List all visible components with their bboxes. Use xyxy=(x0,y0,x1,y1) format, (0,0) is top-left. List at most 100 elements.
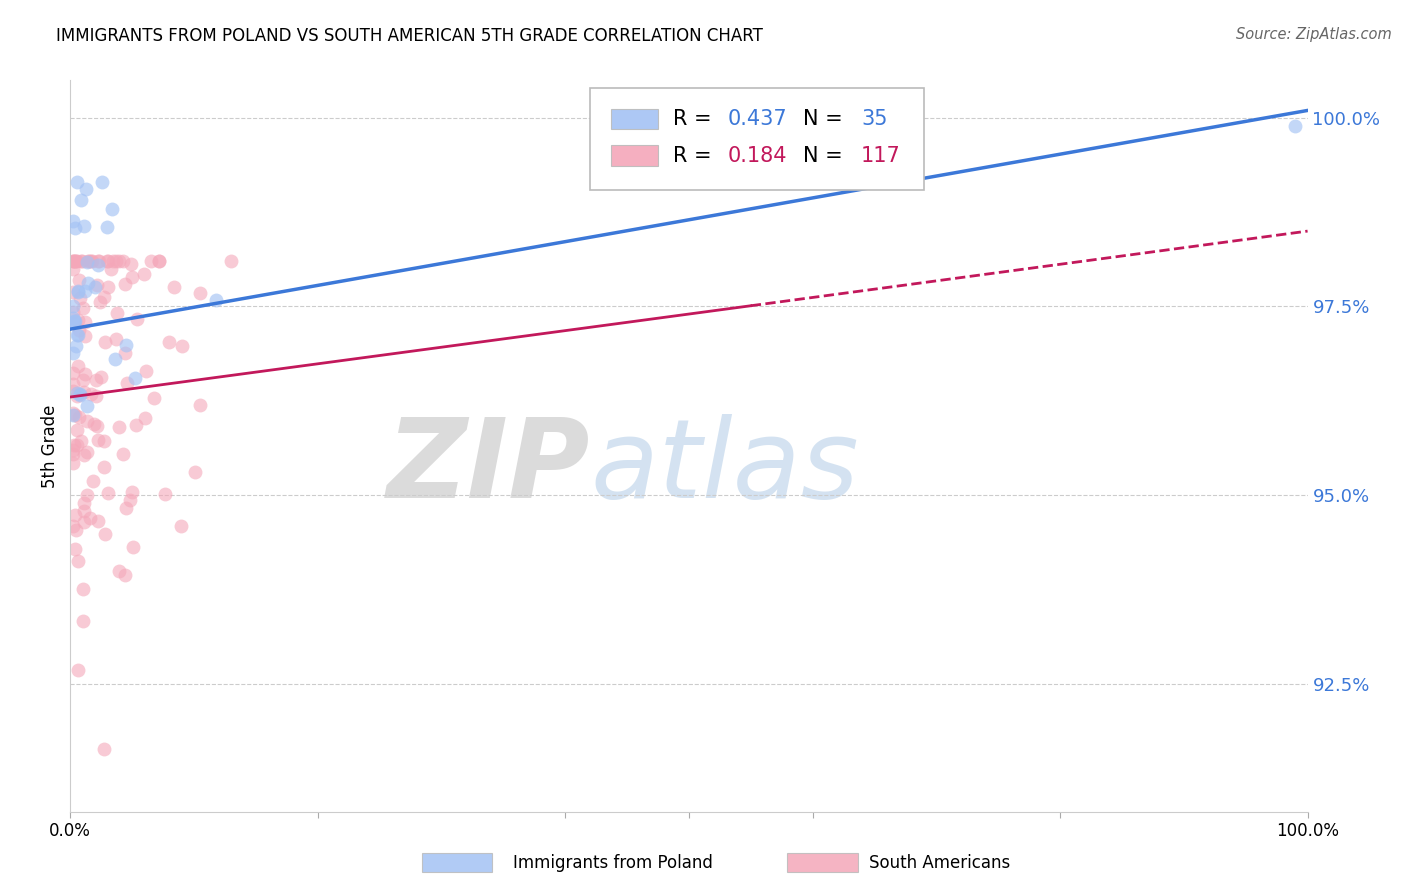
Point xyxy=(63,408,86,422)
Text: atlas: atlas xyxy=(591,415,859,522)
Point xyxy=(63,508,86,523)
Point xyxy=(134,411,156,425)
Point xyxy=(62,437,84,451)
Point xyxy=(83,280,105,294)
Point xyxy=(96,254,118,268)
Point xyxy=(157,334,180,349)
FancyBboxPatch shape xyxy=(591,87,924,190)
Point xyxy=(62,443,84,458)
Point xyxy=(107,254,129,268)
Point xyxy=(135,364,157,378)
Point xyxy=(121,270,143,285)
Point xyxy=(62,456,84,470)
Point xyxy=(90,369,112,384)
Point xyxy=(63,254,86,268)
Point xyxy=(100,261,122,276)
Point xyxy=(73,495,96,509)
Point xyxy=(120,493,142,508)
Point xyxy=(67,410,90,425)
Point xyxy=(65,339,87,353)
Point xyxy=(170,339,193,353)
Point xyxy=(77,254,100,268)
Point xyxy=(76,254,98,268)
Point xyxy=(62,519,84,533)
Point xyxy=(122,540,145,554)
Point xyxy=(72,373,94,387)
Point xyxy=(114,567,136,582)
Point xyxy=(148,254,170,268)
Point xyxy=(93,459,115,474)
Point xyxy=(73,448,96,462)
Point xyxy=(112,254,135,268)
Point xyxy=(62,384,84,398)
Point xyxy=(87,258,110,272)
Text: N =: N = xyxy=(803,145,849,166)
Point xyxy=(67,273,90,287)
FancyBboxPatch shape xyxy=(612,109,658,129)
Point xyxy=(114,346,136,360)
Point xyxy=(72,582,94,597)
Y-axis label: 5th Grade: 5th Grade xyxy=(41,404,59,488)
Point xyxy=(142,392,165,406)
Point xyxy=(73,515,96,529)
Point xyxy=(66,663,89,677)
Point xyxy=(76,488,98,502)
Point xyxy=(65,524,87,538)
Point xyxy=(62,409,84,423)
Point xyxy=(105,306,128,320)
Text: 35: 35 xyxy=(860,109,887,129)
Point xyxy=(80,254,103,268)
Point xyxy=(111,447,134,461)
Point xyxy=(80,254,103,268)
Point xyxy=(141,254,163,268)
Point xyxy=(69,388,91,402)
Text: IMMIGRANTS FROM POLAND VS SOUTH AMERICAN 5TH GRADE CORRELATION CHART: IMMIGRANTS FROM POLAND VS SOUTH AMERICAN… xyxy=(56,27,763,45)
Point xyxy=(91,175,114,189)
Point xyxy=(94,527,117,541)
Point xyxy=(76,399,98,413)
Text: R =: R = xyxy=(673,109,718,129)
Point xyxy=(75,182,97,196)
Point xyxy=(70,254,93,268)
Point xyxy=(65,423,87,437)
Point xyxy=(67,327,90,342)
Point xyxy=(86,418,108,433)
Point xyxy=(62,314,84,328)
Point xyxy=(65,254,87,268)
Point xyxy=(117,376,139,390)
Point xyxy=(125,418,148,433)
Point xyxy=(73,284,96,298)
Point xyxy=(69,291,91,305)
Text: 0.437: 0.437 xyxy=(727,109,787,129)
Point xyxy=(70,434,93,448)
Point xyxy=(108,564,131,578)
Point xyxy=(62,254,84,268)
Point xyxy=(62,366,84,380)
Point xyxy=(83,417,105,431)
Point xyxy=(73,367,96,381)
Point xyxy=(73,504,96,518)
Point xyxy=(76,255,98,269)
Point xyxy=(73,219,96,234)
Point xyxy=(184,465,207,479)
Point xyxy=(124,371,146,385)
Text: 117: 117 xyxy=(860,145,901,166)
Point xyxy=(66,554,89,568)
Point xyxy=(72,614,94,628)
Point xyxy=(75,328,97,343)
Point xyxy=(63,254,86,268)
Point xyxy=(67,285,90,299)
Point xyxy=(62,346,84,360)
Point xyxy=(73,315,96,329)
Point xyxy=(66,254,89,268)
Point xyxy=(67,285,90,299)
Point xyxy=(72,301,94,316)
Point xyxy=(101,254,124,268)
Point xyxy=(104,254,127,268)
Point xyxy=(62,305,84,319)
FancyBboxPatch shape xyxy=(612,145,658,166)
Point xyxy=(65,314,87,328)
Point xyxy=(63,221,86,235)
Point xyxy=(70,254,93,268)
Point xyxy=(153,487,176,501)
